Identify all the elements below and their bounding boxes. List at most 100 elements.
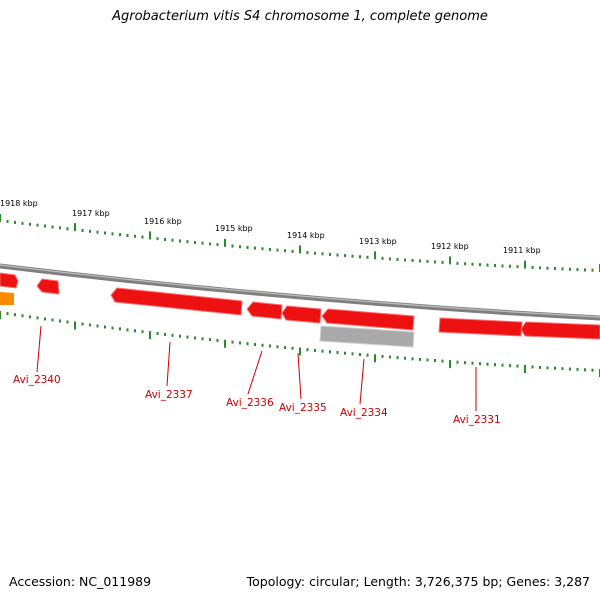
- major-tick: [224, 238, 226, 247]
- gene-arrow-left-edge[interactable]: [0, 272, 19, 289]
- major-tick: [299, 245, 301, 254]
- minor-tick: [156, 332, 159, 336]
- gene-arrow-avi2336[interactable]: [246, 301, 283, 320]
- minor-tick: [336, 253, 339, 257]
- minor-tick: [269, 247, 271, 251]
- scale-label-1912: 1912 kbp: [431, 242, 469, 251]
- minor-tick: [216, 338, 219, 342]
- gene-label-avi2335[interactable]: Avi_2335: [279, 402, 327, 414]
- minor-tick: [539, 266, 541, 270]
- minor-tick: [321, 349, 324, 353]
- minor-tick: [359, 255, 361, 259]
- gene-labels: Avi_2340 Avi_2337 Avi_2336 Avi_2335 Avi_…: [13, 374, 501, 426]
- minor-tick: [471, 361, 474, 365]
- gene-arrow-avi2337[interactable]: [110, 287, 243, 316]
- minor-tick: [164, 332, 166, 336]
- minor-tick: [261, 343, 264, 347]
- minor-tick: [441, 260, 444, 264]
- minor-tick: [366, 255, 369, 259]
- minor-tick: [81, 322, 84, 326]
- gene-label-avi2334[interactable]: Avi_2334: [340, 407, 388, 419]
- minor-tick: [359, 353, 361, 356]
- minor-tick: [426, 259, 429, 263]
- scale-label-1918: 1918 kbp: [0, 199, 38, 208]
- gene-label-avi2337[interactable]: Avi_2337: [145, 389, 193, 401]
- minor-tick: [44, 317, 46, 321]
- scale-label-1914: 1914 kbp: [287, 231, 325, 240]
- minor-tick: [464, 361, 466, 365]
- minor-tick: [96, 324, 99, 328]
- scale-labels: 1918 kbp 1917 kbp 1916 kbp 1915 kbp 1914…: [0, 199, 541, 255]
- scale-label-1917: 1917 kbp: [72, 209, 110, 218]
- gene-arrow-avi2340[interactable]: [36, 278, 60, 295]
- gene-label-avi2340[interactable]: Avi_2340: [13, 374, 61, 386]
- minor-tick: [344, 351, 346, 355]
- minor-tick: [486, 263, 489, 267]
- minor-tick: [396, 356, 399, 360]
- gray-feature[interactable]: [319, 325, 415, 348]
- gene-arrow-right-edge[interactable]: [520, 321, 600, 340]
- major-tick: [0, 214, 1, 222]
- gene-label-avi2331[interactable]: Avi_2331: [453, 414, 501, 426]
- minor-tick: [351, 254, 354, 258]
- minor-tick: [29, 315, 31, 319]
- minor-tick: [389, 257, 391, 261]
- minor-tick: [156, 237, 159, 241]
- minor-tick: [284, 346, 286, 350]
- minor-tick: [404, 258, 406, 262]
- minor-tick: [546, 266, 549, 270]
- gene-arrow-avi2335[interactable]: [281, 305, 322, 324]
- minor-tick: [426, 358, 429, 362]
- minor-tick: [569, 267, 571, 271]
- minor-tick: [81, 228, 84, 232]
- major-tick: [524, 365, 526, 374]
- minor-tick: [404, 356, 406, 360]
- minor-tick: [209, 338, 211, 342]
- minor-tick: [516, 364, 519, 368]
- minor-tick: [111, 232, 114, 236]
- minor-tick: [344, 254, 346, 258]
- minor-tick: [411, 357, 414, 361]
- gene-label-avi2336[interactable]: Avi_2336: [226, 397, 274, 409]
- minor-tick: [531, 365, 534, 369]
- minor-tick: [179, 239, 181, 243]
- minor-tick: [284, 249, 286, 253]
- minor-tick: [419, 357, 421, 361]
- minor-tick: [479, 263, 481, 267]
- minor-tick: [59, 319, 61, 323]
- minor-tick: [44, 224, 46, 228]
- minor-tick: [201, 241, 204, 245]
- minor-tick: [261, 247, 264, 251]
- accession-text: Accession: NC_011989: [9, 574, 152, 589]
- minor-tick: [584, 268, 586, 272]
- minor-tick: [59, 226, 61, 230]
- chromosome-backbone-highlight: [0, 264, 600, 318]
- gene-arrow-avi2334[interactable]: [321, 308, 415, 331]
- minor-tick: [186, 335, 189, 339]
- minor-tick: [231, 244, 234, 248]
- minor-tick: [269, 344, 271, 348]
- minor-tick: [141, 235, 144, 239]
- minor-tick: [486, 362, 489, 366]
- scale-ticks-outer: [0, 214, 600, 272]
- minor-tick: [51, 318, 54, 322]
- minor-tick: [216, 243, 219, 247]
- minor-tick: [351, 352, 354, 356]
- minor-tick: [494, 363, 496, 367]
- minor-tick: [531, 265, 534, 269]
- minor-tick: [66, 227, 69, 231]
- minor-tick: [539, 365, 541, 369]
- gene-arrow-partial[interactable]: [0, 292, 14, 305]
- minor-tick: [66, 320, 69, 324]
- minor-tick: [509, 264, 511, 268]
- gene-arrow-avi2331[interactable]: [438, 317, 523, 337]
- minor-tick: [591, 368, 594, 372]
- minor-tick: [411, 258, 414, 262]
- minor-tick: [126, 328, 129, 332]
- scale-label-1916: 1916 kbp: [144, 217, 182, 226]
- minor-tick: [276, 248, 279, 252]
- minor-tick: [314, 348, 316, 352]
- minor-tick: [29, 222, 31, 226]
- minor-tick: [381, 256, 384, 260]
